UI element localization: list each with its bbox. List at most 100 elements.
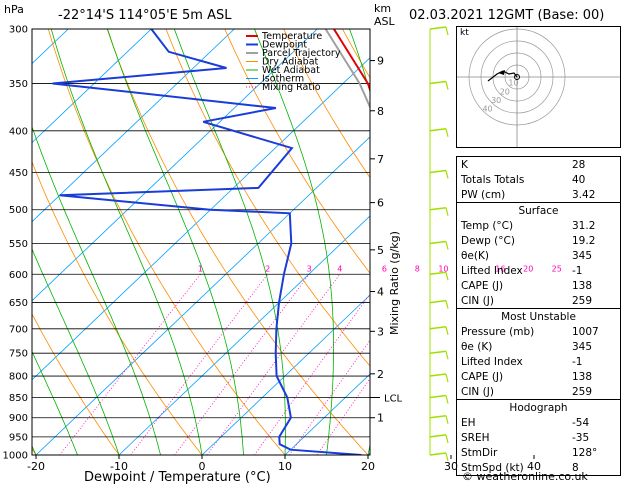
surface-row: θe(K) 345 bbox=[457, 248, 620, 263]
unstable-value: 345 bbox=[572, 341, 593, 353]
isotherm-line bbox=[35, 136, 370, 455]
top-label: Totals Totals bbox=[461, 174, 525, 186]
dry-adiabat-line bbox=[32, 160, 203, 455]
pressure-tick-label: 900 bbox=[9, 413, 28, 424]
top-value: 40 bbox=[572, 174, 586, 186]
surface-value: 345 bbox=[572, 250, 593, 262]
wind-barb bbox=[429, 26, 447, 30]
wet-adiabat-line bbox=[349, 29, 370, 455]
hodograph-ring-label: 30 bbox=[491, 96, 501, 105]
wind-barb bbox=[429, 169, 447, 174]
mixing-ratio-label: 1 bbox=[198, 264, 203, 273]
legend-label: Dewpoint bbox=[262, 40, 307, 51]
pressure-tick-label: 800 bbox=[9, 372, 28, 383]
wind-barb bbox=[429, 240, 447, 245]
hodo-value: -35 bbox=[572, 432, 590, 444]
hodograph-unit: kt bbox=[460, 28, 469, 38]
surface-value: 19.2 bbox=[572, 235, 596, 247]
surface-label: Lifted Index bbox=[461, 265, 523, 277]
wind-barb bbox=[429, 128, 447, 132]
isotherm-line bbox=[32, 29, 235, 223]
mixing-ratio-label: 16 bbox=[495, 264, 505, 273]
hodo-value: -54 bbox=[572, 417, 590, 429]
wind-barb bbox=[429, 271, 447, 275]
height-km-label: 6 bbox=[377, 197, 384, 210]
wind-barb-flag bbox=[445, 128, 449, 137]
surface-label: θe(K) bbox=[461, 250, 489, 262]
mixing-ratio-label: 3 bbox=[307, 264, 312, 273]
surface-value: 31.2 bbox=[572, 220, 596, 232]
unstable-label: CAPE (J) bbox=[461, 371, 504, 383]
wind-barb-flag bbox=[445, 300, 449, 309]
x-tick-label: 10 bbox=[278, 460, 292, 473]
wind-barb-flag bbox=[445, 415, 449, 424]
top-value: 28 bbox=[572, 159, 586, 171]
height-km-label: 8 bbox=[377, 105, 384, 118]
lcl-label: LCL bbox=[384, 393, 403, 404]
pressure-tick-label: 1000 bbox=[3, 451, 28, 462]
unstable-row: Pressure (mb) 1007 bbox=[457, 324, 620, 339]
dry-adiabat-line bbox=[283, 29, 370, 179]
height-km-label: 4 bbox=[377, 286, 384, 299]
surface-label: CAPE (J) bbox=[461, 280, 504, 292]
surface-section-title: Surface bbox=[457, 202, 620, 218]
hodograph-panel: kt 10 20 30 40 bbox=[456, 26, 621, 148]
unstable-label: θe (K) bbox=[461, 341, 493, 353]
height-km-label: 2 bbox=[377, 368, 384, 381]
pressure-tick-label: 600 bbox=[9, 270, 28, 281]
mixing-ratio-label: 8 bbox=[415, 264, 420, 273]
hodo-label: SREH bbox=[461, 432, 490, 444]
x-tick-label: 30 bbox=[444, 460, 458, 473]
top-label: PW (cm) bbox=[461, 189, 506, 201]
mixing-ratio-line bbox=[59, 274, 201, 455]
height-km-label: 7 bbox=[377, 153, 384, 166]
top-row: Totals Totals 40 bbox=[457, 172, 620, 187]
surface-row: Dewp (°C) 19.2 bbox=[457, 233, 620, 248]
wind-barb-flag bbox=[445, 351, 449, 360]
asl-label: ASL bbox=[374, 15, 395, 28]
wind-barb-flag bbox=[445, 81, 449, 90]
wind-barb bbox=[429, 207, 447, 211]
legend-label: Temperature bbox=[261, 31, 322, 42]
surface-label: Temp (°C) bbox=[461, 220, 514, 232]
pressure-tick-label: 750 bbox=[9, 349, 28, 360]
x-tick-label: 40 bbox=[527, 460, 541, 473]
mixing-ratio-label: 2 bbox=[265, 264, 270, 273]
unstable-label: Lifted Index bbox=[461, 356, 523, 368]
wind-barb-flag bbox=[445, 207, 449, 216]
hodo-label: StmDir bbox=[461, 447, 498, 459]
mixing-ratio-label: 25 bbox=[552, 264, 562, 273]
isotherm-line bbox=[284, 373, 370, 455]
wind-barb bbox=[429, 394, 447, 399]
x-tick-label: -20 bbox=[27, 460, 45, 473]
pressure-tick-label: 950 bbox=[9, 432, 28, 443]
x-tick-label: 0 bbox=[199, 460, 206, 473]
hodograph-trace bbox=[487, 70, 518, 82]
unstable-label: CIN (J) bbox=[461, 386, 494, 398]
height-km-label: 9 bbox=[377, 55, 384, 68]
pressure-tick-label: 400 bbox=[9, 126, 28, 137]
wind-barb-flag bbox=[445, 395, 449, 404]
unstable-value: 1007 bbox=[572, 326, 599, 338]
mixing-ratio-line bbox=[206, 274, 341, 455]
km-label: km bbox=[374, 2, 392, 15]
top-label: K bbox=[461, 159, 468, 171]
hodograph-arrow bbox=[498, 70, 505, 75]
pressure-tick-label: 550 bbox=[9, 239, 28, 250]
legend-label: Parcel Trajectory bbox=[262, 48, 341, 59]
mixing-ratio-label: 4 bbox=[337, 264, 342, 273]
dewpoint-line bbox=[52, 29, 362, 455]
mixing-ratio-line bbox=[130, 274, 268, 455]
x-tick-label: -10 bbox=[110, 460, 128, 473]
wind-barb-flag bbox=[445, 452, 449, 462]
isotherm-line bbox=[32, 29, 318, 302]
pressure-tick-label: 700 bbox=[9, 324, 28, 335]
hodograph-ring-label: 10 bbox=[508, 79, 518, 88]
wind-barb-flag bbox=[445, 434, 449, 443]
top-row: K 28 bbox=[457, 157, 620, 172]
pressure-tick-label: 650 bbox=[9, 298, 28, 309]
isotherm-line bbox=[201, 294, 370, 455]
hodo-label: StmSpd (kt) bbox=[461, 462, 524, 474]
surface-value: 138 bbox=[572, 280, 593, 292]
surface-row: CIN (J) 259 bbox=[457, 293, 620, 308]
